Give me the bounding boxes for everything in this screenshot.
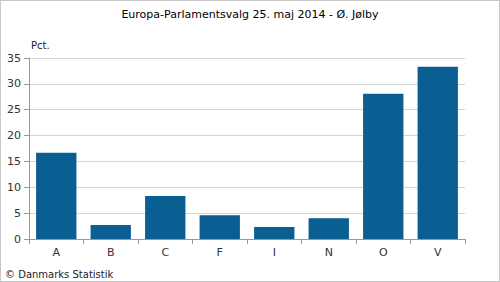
svg-text:20: 20	[7, 129, 21, 142]
svg-text:F: F	[217, 246, 223, 259]
svg-text:25: 25	[7, 103, 21, 116]
svg-text:N: N	[325, 246, 333, 259]
svg-text:© Danmarks Statistik: © Danmarks Statistik	[5, 269, 114, 280]
svg-text:A: A	[52, 246, 60, 259]
svg-text:10: 10	[7, 181, 21, 194]
svg-text:Europa-Parlamentsvalg 25. maj: Europa-Parlamentsvalg 25. maj 2014 - Ø. …	[121, 8, 379, 21]
svg-text:O: O	[379, 246, 388, 259]
svg-text:V: V	[434, 246, 442, 259]
svg-text:30: 30	[7, 77, 21, 90]
svg-text:0: 0	[14, 233, 21, 246]
svg-text:5: 5	[14, 207, 21, 220]
svg-text:15: 15	[7, 155, 21, 168]
svg-text:35: 35	[7, 52, 21, 65]
svg-text:Pct.: Pct.	[31, 40, 50, 51]
svg-text:C: C	[161, 246, 169, 259]
svg-text:B: B	[107, 246, 115, 259]
svg-text:I: I	[273, 246, 276, 259]
